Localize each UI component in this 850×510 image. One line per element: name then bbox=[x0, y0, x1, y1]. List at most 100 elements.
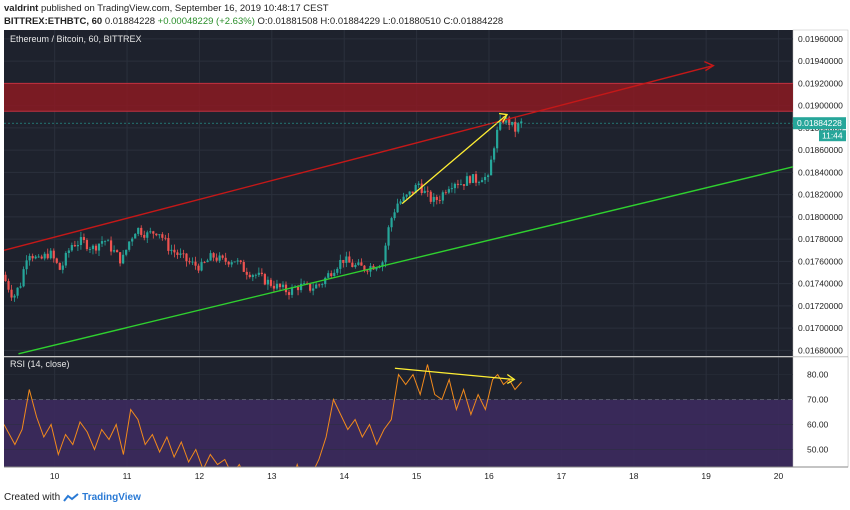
candle-body[interactable] bbox=[299, 283, 303, 291]
candle-body[interactable] bbox=[227, 261, 230, 265]
candle-body[interactable] bbox=[158, 234, 161, 236]
candle-body[interactable] bbox=[25, 260, 28, 270]
candle-body[interactable] bbox=[354, 264, 357, 268]
candle-body[interactable] bbox=[88, 249, 92, 250]
candle-body[interactable] bbox=[342, 259, 345, 263]
candle-body[interactable] bbox=[429, 191, 432, 202]
candle-body[interactable] bbox=[381, 262, 384, 267]
candle-body[interactable] bbox=[447, 189, 450, 193]
candle-body[interactable] bbox=[149, 231, 152, 233]
rsi-divergence-arrow[interactable] bbox=[394, 367, 515, 381]
candle-body[interactable] bbox=[116, 250, 119, 253]
candle-body[interactable] bbox=[363, 265, 366, 271]
candle-body[interactable] bbox=[218, 255, 221, 261]
candle-body[interactable] bbox=[22, 269, 25, 287]
candle-body[interactable] bbox=[28, 255, 31, 261]
resistance-zone[interactable] bbox=[4, 83, 793, 112]
candle-body[interactable] bbox=[275, 283, 279, 289]
candle-body[interactable] bbox=[450, 188, 453, 190]
candle-body[interactable] bbox=[170, 249, 173, 251]
candle-body[interactable] bbox=[396, 203, 399, 213]
candle-body[interactable] bbox=[357, 262, 360, 265]
candle-body[interactable] bbox=[269, 279, 273, 286]
candle-body[interactable] bbox=[242, 261, 245, 272]
candle-body[interactable] bbox=[212, 253, 215, 258]
candle-body[interactable] bbox=[414, 184, 417, 194]
candle-body[interactable] bbox=[161, 234, 164, 238]
candle-body[interactable] bbox=[272, 285, 276, 289]
candle-body[interactable] bbox=[266, 279, 270, 285]
candle-body[interactable] bbox=[19, 286, 22, 288]
candle-body[interactable] bbox=[302, 283, 306, 285]
candle-body[interactable] bbox=[46, 253, 49, 259]
candle-body[interactable] bbox=[318, 284, 321, 286]
candle-body[interactable] bbox=[330, 273, 333, 277]
candle-body[interactable] bbox=[284, 284, 288, 293]
candle-body[interactable] bbox=[100, 241, 104, 244]
candle-body[interactable] bbox=[134, 233, 137, 239]
candle-body[interactable] bbox=[58, 262, 61, 270]
candle-body[interactable] bbox=[85, 240, 89, 250]
candle-body[interactable] bbox=[339, 259, 342, 269]
candle-body[interactable] bbox=[260, 272, 263, 275]
candle-body[interactable] bbox=[239, 260, 242, 262]
candle-body[interactable] bbox=[233, 261, 236, 263]
candle-body[interactable] bbox=[173, 249, 176, 253]
candle-body[interactable] bbox=[417, 183, 420, 185]
candle-body[interactable] bbox=[61, 265, 64, 270]
candle-body[interactable] bbox=[236, 260, 239, 262]
candle-body[interactable] bbox=[312, 288, 315, 291]
candle-body[interactable] bbox=[49, 250, 52, 259]
candle-body[interactable] bbox=[390, 218, 393, 228]
price-pane[interactable]: 0.01680000 0.01700000 0.01720000 0.01740000… bbox=[3, 29, 849, 468]
candle-body[interactable] bbox=[402, 196, 405, 202]
candle-body[interactable] bbox=[55, 258, 58, 263]
candle-body[interactable] bbox=[426, 190, 429, 192]
candle-body[interactable] bbox=[444, 192, 447, 194]
candle-body[interactable] bbox=[315, 284, 318, 289]
candle-body[interactable] bbox=[336, 268, 339, 273]
candle-body[interactable] bbox=[411, 191, 414, 194]
author-name[interactable]: valdrint bbox=[4, 3, 39, 14]
candle-body[interactable] bbox=[360, 262, 363, 266]
candle-body[interactable] bbox=[16, 287, 19, 296]
candle-body[interactable] bbox=[432, 196, 435, 202]
candle-body[interactable] bbox=[287, 292, 291, 295]
upper-trendline[interactable] bbox=[3, 64, 714, 251]
lower-trendline[interactable] bbox=[18, 166, 794, 355]
candle-body[interactable] bbox=[465, 176, 469, 186]
candle-body[interactable] bbox=[97, 243, 101, 251]
candle-body[interactable] bbox=[188, 261, 191, 263]
candle-body[interactable] bbox=[489, 159, 493, 176]
candle-body[interactable] bbox=[230, 262, 233, 265]
candle-body[interactable] bbox=[486, 175, 490, 177]
candle-body[interactable] bbox=[146, 232, 149, 238]
candle-body[interactable] bbox=[176, 252, 179, 255]
candle-body[interactable] bbox=[296, 286, 300, 291]
candle-body[interactable] bbox=[399, 201, 402, 204]
candle-body[interactable] bbox=[7, 281, 10, 290]
candle-body[interactable] bbox=[468, 176, 472, 183]
candle-body[interactable] bbox=[351, 262, 354, 268]
candle-body[interactable] bbox=[520, 121, 523, 124]
candle-body[interactable] bbox=[37, 256, 40, 258]
candle-body[interactable] bbox=[103, 240, 107, 242]
candle-body[interactable] bbox=[499, 120, 502, 130]
candle-body[interactable] bbox=[52, 250, 55, 259]
candle-body[interactable] bbox=[290, 287, 294, 295]
candle-body[interactable] bbox=[474, 174, 478, 183]
candle-body[interactable] bbox=[333, 272, 336, 277]
candle-body[interactable] bbox=[79, 237, 83, 245]
candle-body[interactable] bbox=[366, 270, 369, 272]
candle-body[interactable] bbox=[441, 192, 444, 201]
candle-body[interactable] bbox=[459, 184, 463, 186]
candle-body[interactable] bbox=[34, 256, 37, 259]
candle-body[interactable] bbox=[40, 256, 43, 259]
candle-body[interactable] bbox=[137, 227, 140, 234]
candle-body[interactable] bbox=[164, 237, 167, 239]
candle-body[interactable] bbox=[4, 274, 7, 282]
candle-body[interactable] bbox=[387, 227, 390, 246]
candle-body[interactable] bbox=[31, 255, 34, 259]
candle-body[interactable] bbox=[493, 148, 496, 160]
